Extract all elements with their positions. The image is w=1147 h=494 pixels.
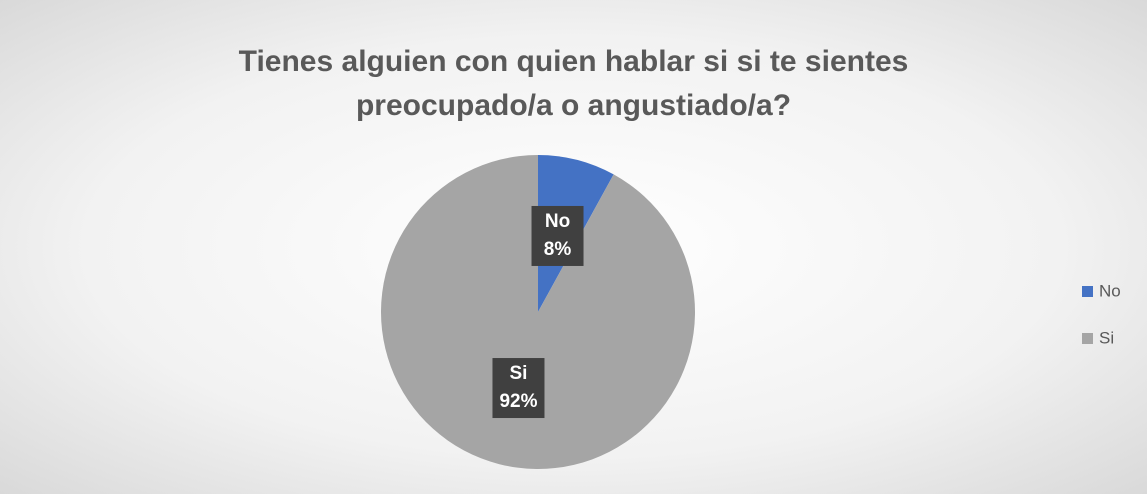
data-label-category: Si	[510, 363, 528, 384]
legend-label: No	[1099, 281, 1121, 300]
data-label-value: 8%	[544, 239, 572, 260]
title-box: Tienes alguien con quien hablar si si te…	[0, 40, 1147, 128]
chart-title: Tienes alguien con quien hablar si si te…	[238, 45, 909, 122]
legend-label: Si	[1099, 328, 1114, 347]
legend-swatch	[1082, 333, 1093, 344]
legend-swatch	[1082, 286, 1093, 297]
data-label-box	[531, 205, 584, 266]
pie-slice	[380, 154, 695, 469]
data-label-box	[492, 358, 545, 419]
data-label-value: 92%	[499, 391, 537, 412]
data-label-category: No	[545, 211, 570, 232]
